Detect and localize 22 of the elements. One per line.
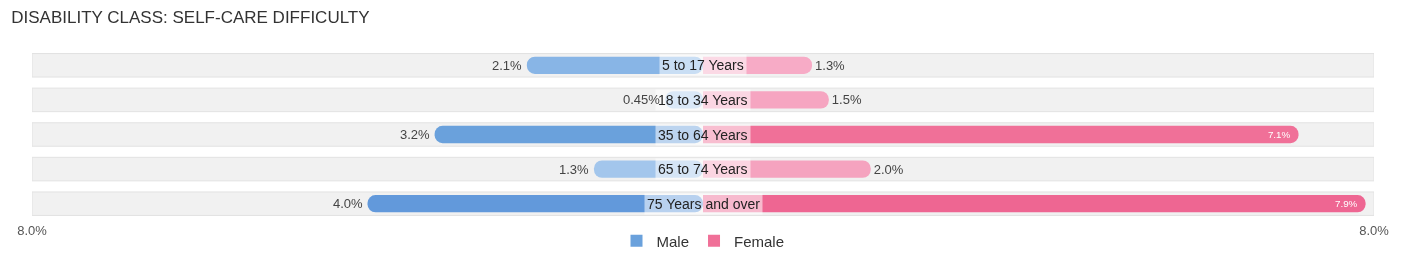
bar xyxy=(526,56,703,74)
data-label: 7.1% xyxy=(1267,128,1291,140)
data-label: 2.0% xyxy=(873,161,904,177)
data-label: 1.3% xyxy=(559,162,590,177)
y-tick-label: 5 to 17 Years xyxy=(662,57,744,73)
data-label: 1.5% xyxy=(831,92,862,108)
legend-label: Female xyxy=(734,232,785,250)
data-label: 1.3% xyxy=(815,57,846,73)
chart-title: DISABILITY CLASS: SELF-CARE DIFFICULTY xyxy=(11,7,370,27)
bar xyxy=(367,195,703,213)
y-tick-label: 35 to 64 Years xyxy=(658,127,748,143)
data-label: 2.1% xyxy=(492,58,523,73)
data-label: 4.0% xyxy=(333,196,364,211)
x-tick-label: 8.0% xyxy=(1359,223,1390,238)
data-label: 7.9% xyxy=(1334,198,1358,210)
x-tick-label: 8.0% xyxy=(17,223,48,238)
y-tick-label: 18 to 34 Years xyxy=(658,92,748,108)
data-label: 3.2% xyxy=(400,127,431,142)
y-tick-label: 65 to 74 Years xyxy=(658,161,748,177)
y-tick-label: 75 Years and over xyxy=(647,196,761,212)
bar xyxy=(703,195,1366,213)
legend-label: Male xyxy=(656,232,690,250)
